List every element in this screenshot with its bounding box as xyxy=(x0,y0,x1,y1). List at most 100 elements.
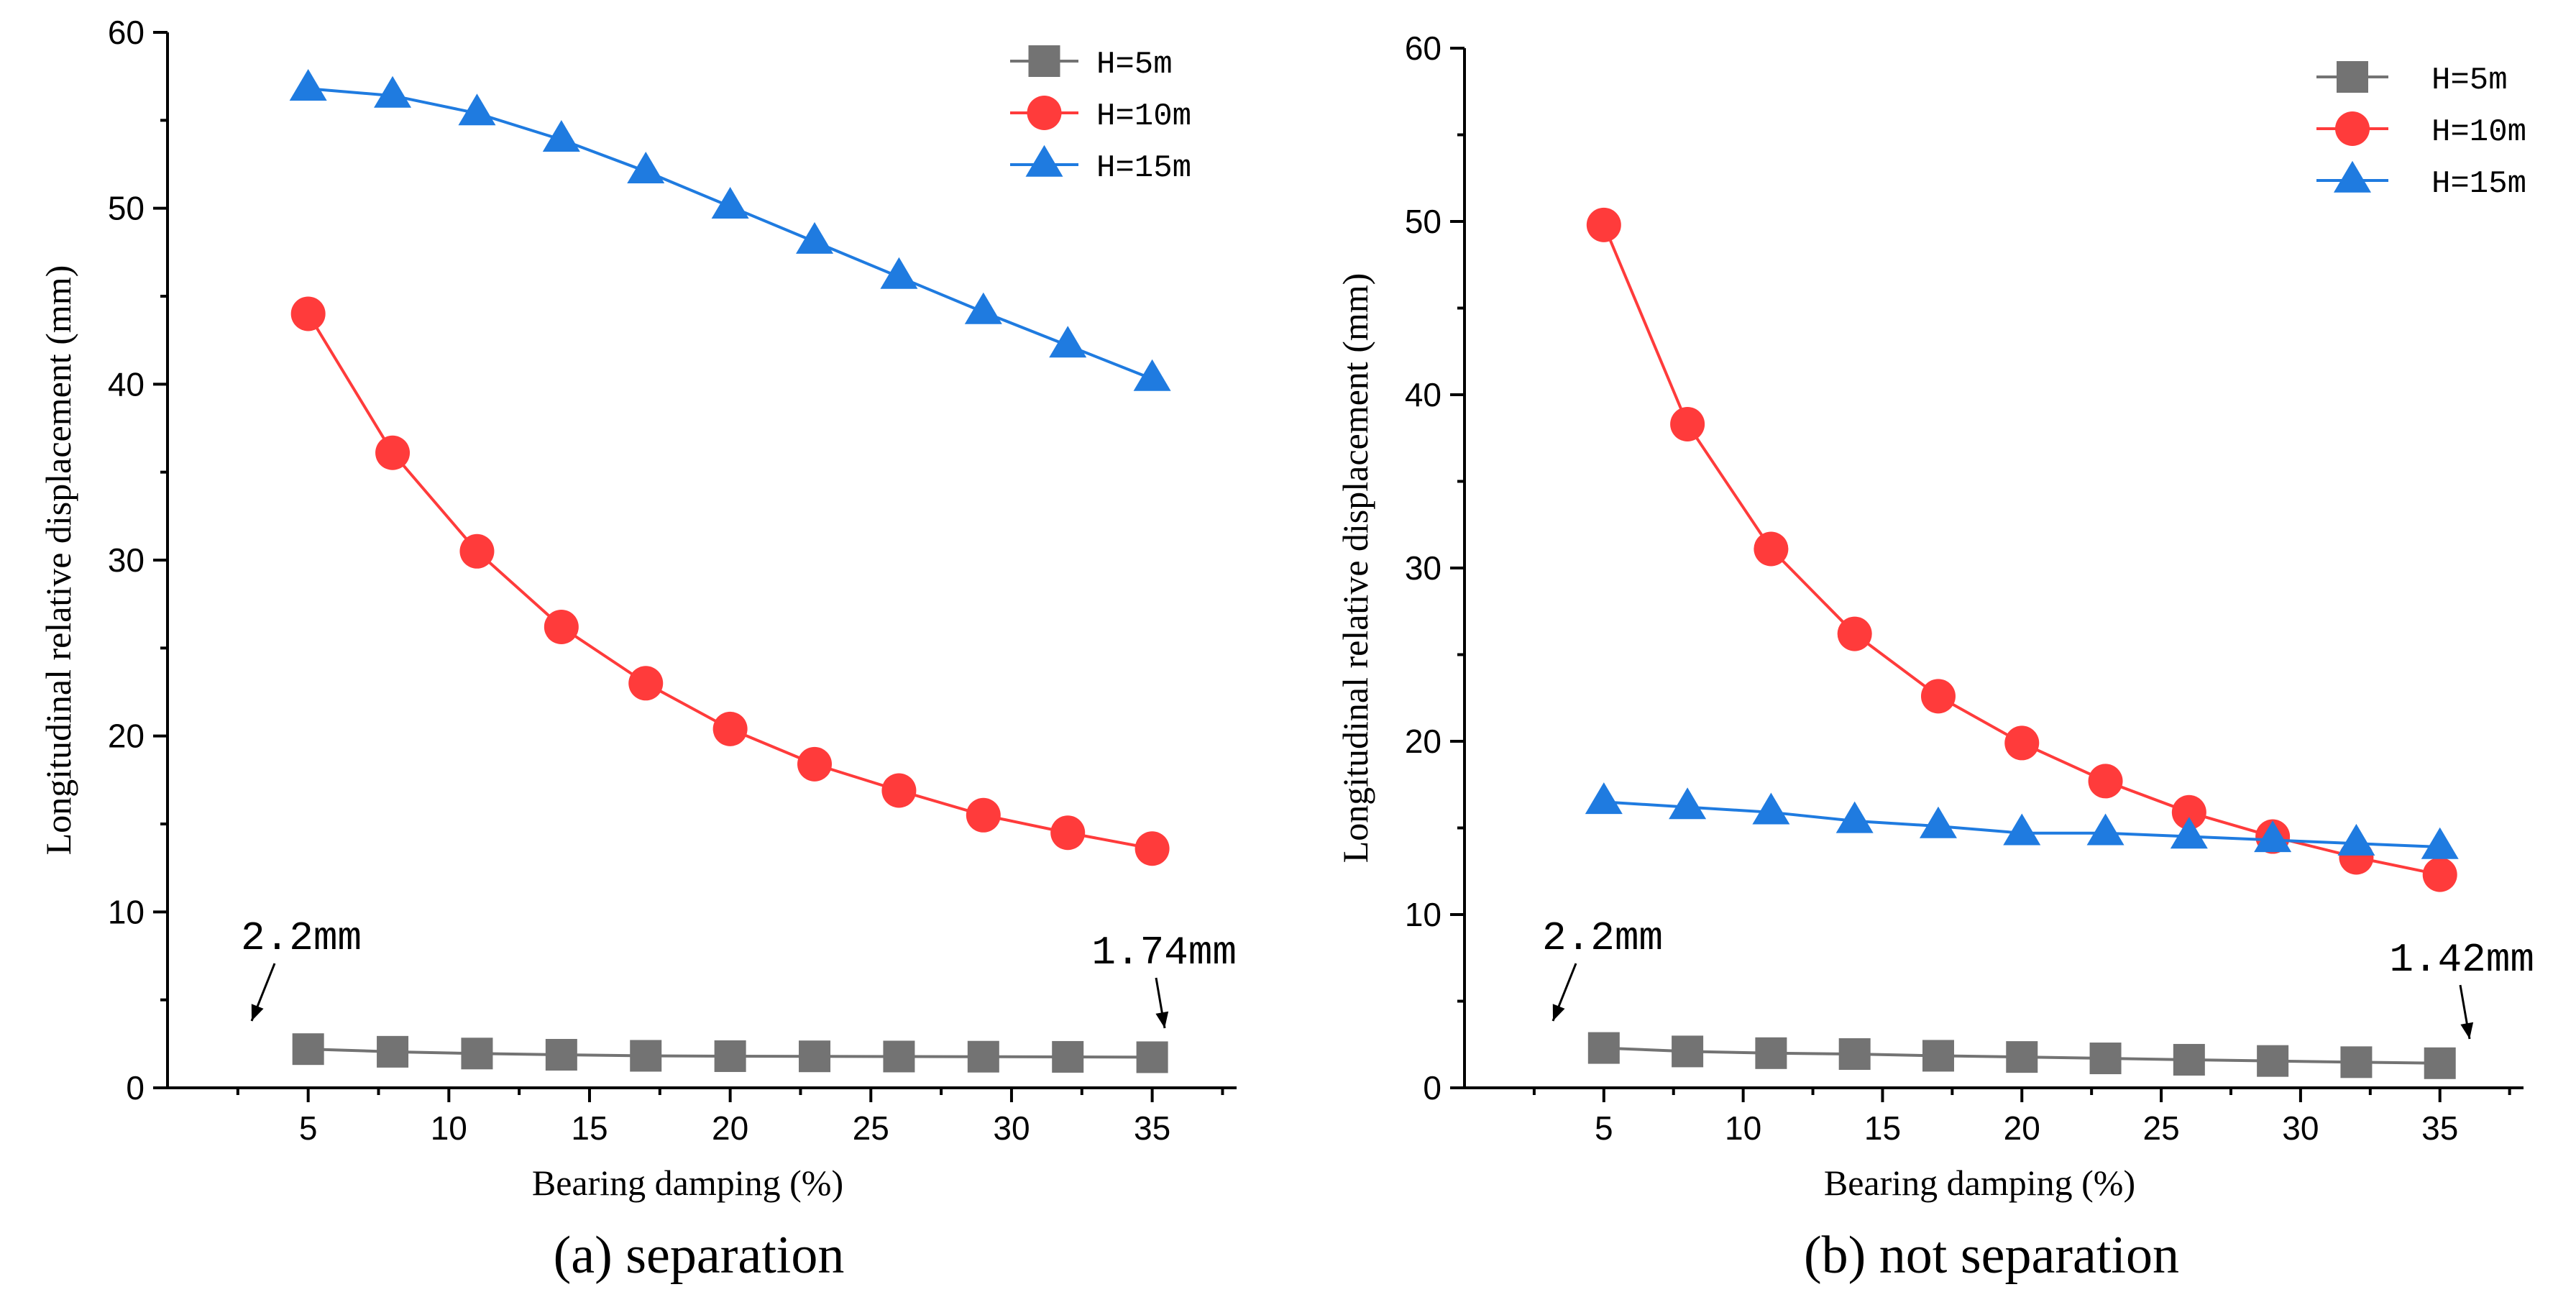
data-point xyxy=(2088,764,2123,799)
legend-label: H=10m xyxy=(1096,99,1191,134)
x-tick-label: 10 xyxy=(431,1109,467,1147)
x-tick-label: 25 xyxy=(2142,1109,2179,1147)
data-point xyxy=(2173,1043,2205,1076)
data-point xyxy=(799,1040,831,1073)
panel-caption: (a) separation xyxy=(554,1226,845,1285)
y-tick-label: 50 xyxy=(108,190,145,227)
data-point xyxy=(883,1040,915,1073)
data-point xyxy=(2170,817,2208,849)
y-tick-label: 10 xyxy=(1405,896,1441,933)
data-point xyxy=(1587,1032,1620,1064)
legend: H=5m H=10m H=15m xyxy=(1010,45,1191,186)
data-point xyxy=(2171,794,2206,830)
data-point xyxy=(1835,801,1874,833)
data-point xyxy=(881,773,917,808)
x-tick-label: 30 xyxy=(2282,1109,2319,1147)
data-point xyxy=(1837,616,1872,651)
data-point xyxy=(1133,359,1171,391)
data-point xyxy=(2421,827,2459,859)
data-point xyxy=(292,1033,324,1066)
data-point xyxy=(1050,815,1086,851)
legend-marker xyxy=(2337,61,2368,93)
data-point xyxy=(1052,1040,1084,1073)
legend-marker xyxy=(2334,160,2371,193)
data-point xyxy=(2089,1043,2122,1075)
data-point xyxy=(459,533,495,569)
data-point xyxy=(2003,813,2041,846)
x-tick-label: 15 xyxy=(571,1109,608,1147)
y-tick-label: 0 xyxy=(1423,1069,1441,1107)
data-point xyxy=(1049,326,1087,358)
y-tick-label: 40 xyxy=(1405,376,1441,413)
y-tick-label: 60 xyxy=(108,14,145,51)
data-point xyxy=(2422,857,2457,892)
legend-marker xyxy=(1028,45,1060,77)
annotation-arrowhead xyxy=(1552,1004,1565,1021)
series-H=5m xyxy=(292,1033,1168,1073)
y-tick-label: 40 xyxy=(108,365,145,403)
y-axis-title: Longitudinal relative displacement (mm) xyxy=(38,265,78,856)
legend-label: H=15m xyxy=(1096,150,1191,186)
legend-label: H=5m xyxy=(2431,63,2508,99)
panel-caption: (b) not separation xyxy=(1804,1226,2179,1285)
data-point xyxy=(1670,406,1705,441)
series-H=10m xyxy=(290,296,1170,866)
legend-label: H=10m xyxy=(2431,114,2526,150)
legend-marker xyxy=(2335,111,2370,146)
x-tick-label: 35 xyxy=(2421,1109,2458,1147)
data-point xyxy=(1754,531,1789,567)
y-tick-label: 50 xyxy=(1405,203,1441,240)
data-point xyxy=(1752,792,1790,825)
data-point xyxy=(628,666,664,701)
data-point xyxy=(1672,1035,1704,1068)
annotation-label: 2.2mm xyxy=(241,915,362,961)
y-tick-label: 20 xyxy=(1405,723,1441,760)
data-point xyxy=(542,119,580,152)
y-tick-label: 60 xyxy=(1405,29,1441,67)
x-tick-label: 30 xyxy=(993,1109,1030,1147)
data-point xyxy=(290,296,326,331)
data-point xyxy=(2254,820,2292,853)
y-tick-label: 30 xyxy=(1405,549,1441,587)
annotation-label: 1.42mm xyxy=(2389,937,2534,983)
data-point xyxy=(714,1040,746,1072)
legend-label: H=5m xyxy=(1096,47,1173,83)
data-point xyxy=(374,75,412,108)
annotation-label: 2.2mm xyxy=(1542,915,1663,961)
x-axis-title: Bearing damping (%) xyxy=(1824,1163,2135,1203)
legend: H=5m H=10m H=15m xyxy=(2316,61,2526,202)
data-point xyxy=(544,609,579,644)
annotation-arrowhead xyxy=(251,1004,264,1021)
annotation-arrowhead xyxy=(2460,1022,2474,1039)
data-point xyxy=(377,1035,409,1068)
series-H=10m xyxy=(1586,207,2457,892)
data-point xyxy=(375,435,411,470)
data-point xyxy=(964,292,1002,324)
series-H=15m xyxy=(289,69,1171,391)
data-point xyxy=(2006,1041,2038,1073)
data-point xyxy=(1755,1037,1787,1069)
data-point xyxy=(1669,787,1707,820)
data-point xyxy=(461,1038,493,1070)
chart-panel-b: 5 10 15 20 25 30 35 0 10 20 30 40 50 60 Bearing dampin… xyxy=(1335,29,2534,1285)
x-tick-label: 20 xyxy=(2004,1109,2040,1147)
data-point xyxy=(797,746,833,782)
data-point xyxy=(627,152,665,184)
data-point xyxy=(2257,1045,2289,1077)
chart-panel-a: 5 10 15 20 25 30 35 0 10 20 30 40 50 60 Bearing dampin… xyxy=(38,14,1237,1285)
legend-label: H=15m xyxy=(2431,166,2526,202)
data-point xyxy=(630,1040,662,1072)
data-point xyxy=(712,711,748,746)
data-point xyxy=(2086,813,2124,846)
data-point xyxy=(1586,207,1621,242)
x-tick-label: 35 xyxy=(1134,1109,1170,1147)
data-point xyxy=(880,257,918,289)
data-point xyxy=(967,1040,999,1073)
data-point xyxy=(458,93,496,126)
y-tick-label: 0 xyxy=(126,1069,145,1107)
data-point xyxy=(2337,823,2375,856)
x-tick-label: 25 xyxy=(853,1109,889,1147)
x-tick-label: 20 xyxy=(712,1109,748,1147)
series-H=15m xyxy=(1585,782,2459,859)
